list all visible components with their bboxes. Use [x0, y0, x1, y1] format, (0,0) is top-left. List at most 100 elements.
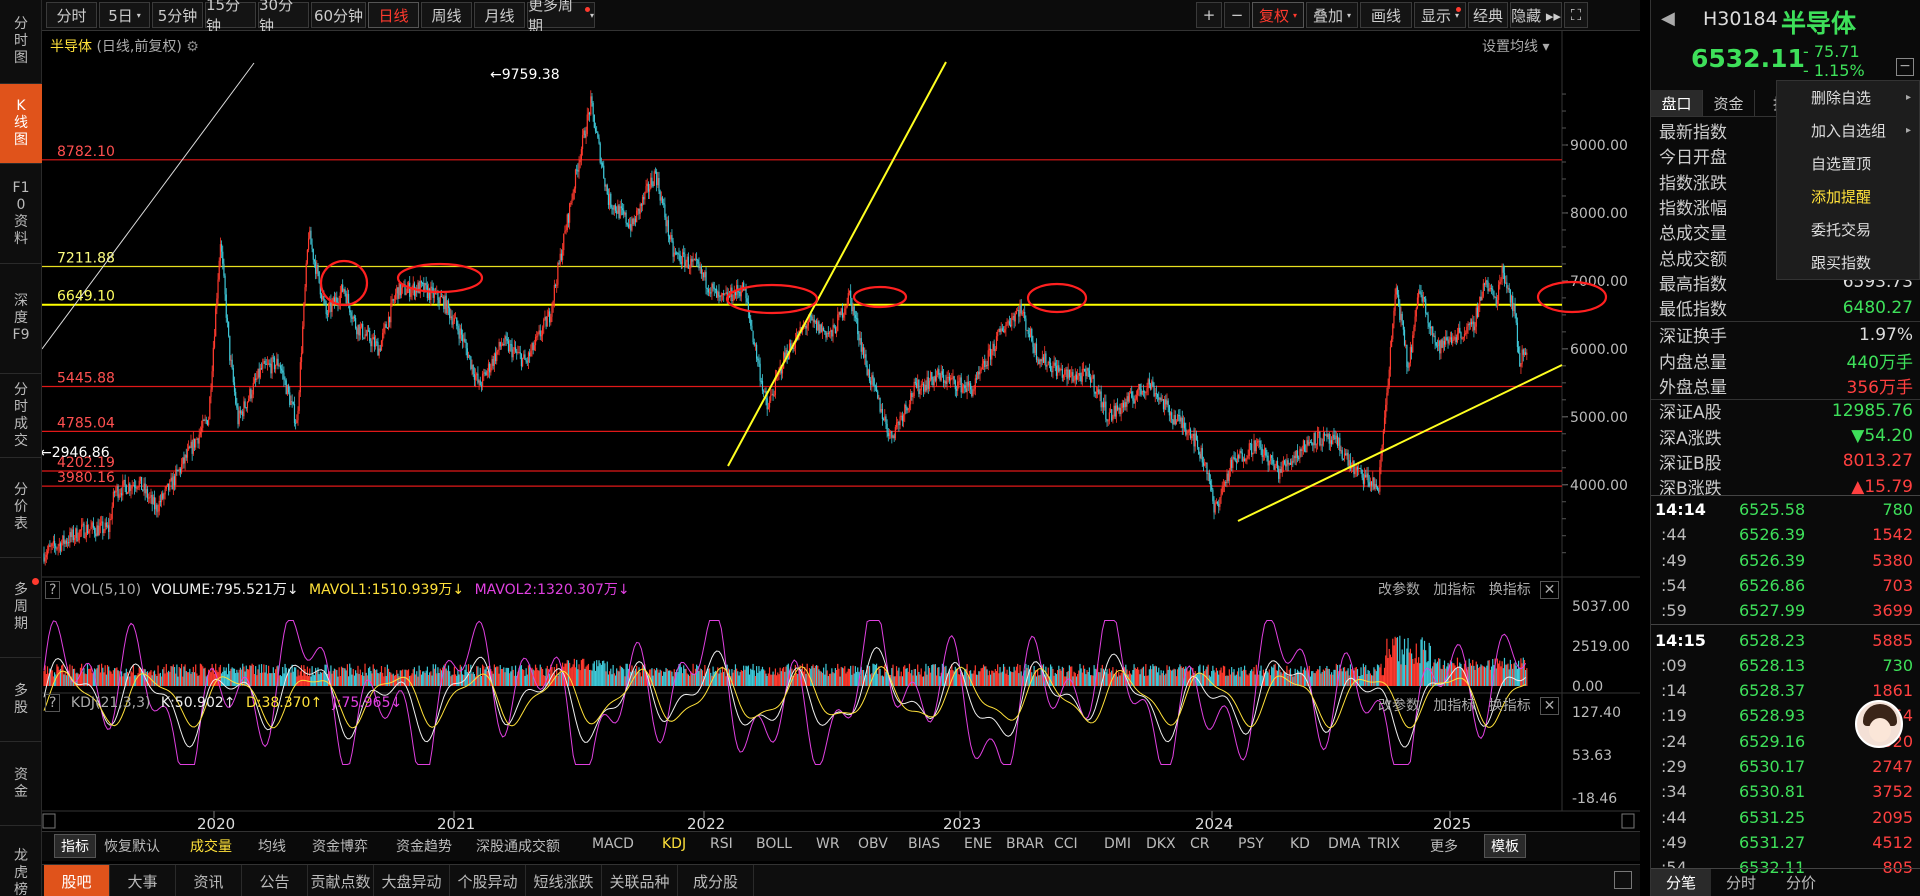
indicator-4[interactable]: 资金博弈 — [312, 839, 368, 855]
indicator-22[interactable]: DMA — [1328, 836, 1361, 852]
scroll-right-icon[interactable] — [1621, 813, 1635, 829]
period-button-3[interactable]: 15分钟 — [205, 0, 256, 35]
indicator-15[interactable]: BRAR — [1006, 836, 1045, 852]
period-button-5[interactable]: 60分钟 — [311, 2, 366, 28]
indicator-18[interactable]: DKX — [1146, 836, 1176, 852]
scroll-left-icon[interactable] — [42, 813, 56, 829]
assistant-avatar[interactable] — [1855, 700, 1903, 748]
menu-item-4[interactable]: 委托交易 — [1811, 221, 1872, 239]
period-button-7[interactable]: 周线 — [421, 2, 472, 28]
trend-line[interactable] — [42, 62, 255, 350]
bottom-tab-8[interactable]: 关联品种 — [602, 865, 678, 896]
indicator-17[interactable]: DMI — [1104, 836, 1131, 852]
help-icon[interactable]: ? — [45, 694, 61, 712]
collapse-icon[interactable]: − — [1896, 58, 1914, 76]
menu-item-5[interactable]: 跟买指数 — [1811, 254, 1872, 272]
toolbar-right-button-5[interactable]: 显示 ▾ — [1414, 2, 1466, 28]
nav-item-5[interactable]: 分价表 — [0, 458, 42, 558]
bottom-tab-5[interactable]: 大盘异动 — [374, 865, 450, 896]
indicator-1[interactable]: 恢复默认 — [104, 839, 160, 855]
nav-item-1[interactable]: K线图 — [0, 84, 42, 164]
indicator-21[interactable]: KD — [1290, 836, 1310, 852]
indicator-0[interactable]: 指标 — [54, 834, 96, 858]
trend-line[interactable] — [1237, 364, 1563, 522]
toolbar-right-button-0[interactable]: + — [1196, 2, 1222, 28]
nav-item-6[interactable]: 多周期 — [0, 558, 42, 658]
indicator-19[interactable]: CR — [1190, 836, 1210, 852]
indicator-23[interactable]: TRIX — [1368, 836, 1400, 852]
toolbar-right-button-7[interactable]: 隐藏 ▸▸ — [1510, 2, 1562, 28]
indicator-9[interactable]: RSI — [710, 836, 733, 852]
indicator-2[interactable]: 成交量 — [190, 839, 232, 855]
highlight-ellipse[interactable] — [725, 283, 819, 315]
nav-item-3[interactable]: 深度F9 — [0, 264, 42, 374]
quote-row: 深B涨跌 ▲15.79 — [1659, 476, 1913, 500]
nav-item-0[interactable]: 分时图 — [0, 0, 42, 84]
toolbar-right-button-4[interactable]: 画线 — [1360, 2, 1412, 28]
period-button-8[interactable]: 月线 — [474, 2, 525, 28]
period-button-0[interactable]: 分时 — [46, 2, 97, 28]
menu-item-2[interactable]: 自选置顶 — [1811, 155, 1872, 173]
expand-icon[interactable] — [1614, 871, 1632, 889]
menu-item-3[interactable]: 添加提醒 — [1811, 188, 1872, 206]
notification-dot — [32, 578, 39, 585]
highlight-ellipse[interactable] — [1536, 280, 1608, 314]
highlight-ellipse[interactable] — [1026, 282, 1088, 314]
indicator-11[interactable]: WR — [816, 836, 840, 852]
bottom-tab-9[interactable]: 成分股 — [678, 865, 754, 896]
nav-item-8[interactable]: 资金 — [0, 742, 42, 826]
period-button-1[interactable]: 5日 ▾ — [99, 2, 150, 28]
toolbar-right-button-2[interactable]: 复权 ▾ — [1252, 2, 1304, 28]
indicator-14[interactable]: ENE — [964, 836, 993, 852]
kline-chart[interactable]: 9000.00 8000.00 7000.00 6000.00 5000.00 4000.… — [42, 31, 1640, 831]
indicator-13[interactable]: BIAS — [908, 836, 941, 852]
indicator-6[interactable]: 深股通成交额 — [476, 839, 560, 855]
indicator-7[interactable]: MACD — [592, 836, 634, 852]
menu-item-0[interactable]: 删除自选 ▸ — [1811, 89, 1911, 107]
indicator-5[interactable]: 资金趋势 — [396, 839, 452, 855]
highlight-ellipse[interactable] — [319, 259, 369, 307]
indicator-16[interactable]: CCI — [1054, 836, 1078, 852]
bottom-tab-7[interactable]: 短线涨跌 — [526, 865, 602, 896]
indicator-10[interactable]: BOLL — [756, 836, 792, 852]
bottom-tab-2[interactable]: 资讯 — [176, 865, 242, 896]
indicator-24[interactable]: 更多 — [1430, 839, 1458, 855]
vol-buttons[interactable]: 改参数 加指标 换指标 ✕ — [1378, 579, 1560, 599]
bottom-tab-4[interactable]: 贡献点数 — [308, 865, 374, 896]
indicator-20[interactable]: PSY — [1238, 836, 1264, 852]
trend-line[interactable] — [727, 61, 947, 467]
period-button-4[interactable]: 30分钟 — [258, 0, 309, 35]
highlight-ellipse[interactable] — [396, 262, 484, 294]
indicator-8[interactable]: KDJ — [662, 836, 687, 852]
toolbar-right-button-6[interactable]: 经典 — [1468, 2, 1508, 28]
indicator-12[interactable]: OBV — [858, 836, 888, 852]
bottom-tab-6[interactable]: 个股异动 — [450, 865, 526, 896]
toolbar-right-button-3[interactable]: 叠加 ▾ — [1306, 2, 1358, 28]
quote-bottom-tab-0[interactable]: 分笔 — [1651, 869, 1711, 896]
x-year-label: 2023 — [943, 815, 981, 831]
indicator-25[interactable]: 模板 — [1484, 834, 1526, 858]
nav-item-7[interactable]: 多股 — [0, 658, 42, 742]
highlight-ellipse[interactable] — [852, 285, 908, 309]
quote-bottom-tab-2[interactable]: 分价 — [1785, 874, 1816, 892]
back-icon[interactable]: ◀ — [1661, 8, 1675, 29]
nav-item-9[interactable]: 龙虎榜 — [0, 826, 42, 896]
menu-item-1[interactable]: 加入自选组 ▸ — [1811, 122, 1911, 140]
toolbar-right-button-1[interactable]: − — [1224, 2, 1250, 28]
nav-item-2[interactable]: F10资料 — [0, 164, 42, 264]
ma-settings-button[interactable]: 设置均线 ▾ — [1482, 39, 1550, 55]
quote-tab-0[interactable]: 盘口 — [1651, 90, 1703, 116]
quote-tab-1[interactable]: 资金 — [1703, 90, 1755, 116]
kdj-buttons[interactable]: 改参数 加指标 换指标 ✕ — [1378, 695, 1560, 715]
quote-bottom-tab-1[interactable]: 分时 — [1725, 874, 1756, 892]
period-button-6[interactable]: 日线 — [368, 2, 419, 28]
period-button-9[interactable]: 更多周期 ▾ — [527, 0, 595, 35]
nav-item-4[interactable]: 分时成交 — [0, 374, 42, 458]
help-icon[interactable]: ? — [45, 581, 61, 599]
bottom-tab-3[interactable]: 公告 — [242, 865, 308, 896]
toolbar-right-button-8[interactable]: ⛶ — [1564, 2, 1588, 28]
indicator-3[interactable]: 均线 — [258, 839, 286, 855]
period-button-2[interactable]: 5分钟 — [152, 2, 203, 28]
bottom-tab-0[interactable]: 股吧 — [44, 865, 110, 896]
bottom-tab-1[interactable]: 大事 — [110, 865, 176, 896]
